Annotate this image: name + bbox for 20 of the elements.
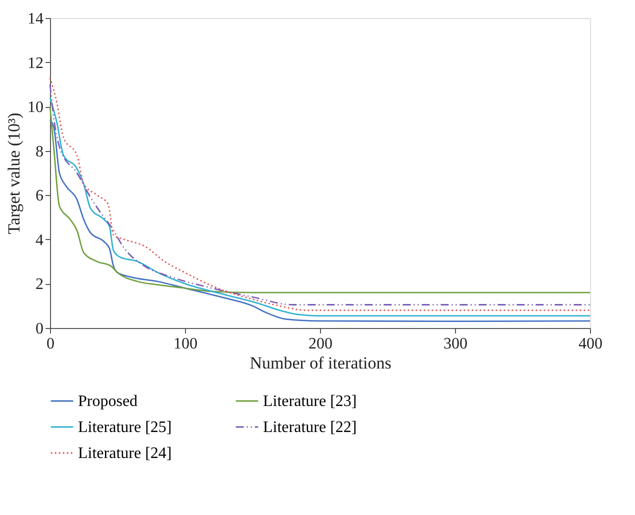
y-tick-label: 6 (36, 188, 44, 205)
y-tick-label: 8 (36, 143, 44, 160)
y-tick-label: 0 (36, 320, 44, 338)
x-tick-label: 100 (174, 336, 198, 352)
legend-label: Literature [25] (78, 419, 172, 436)
y-tick-label: 4 (36, 232, 44, 249)
legend-label: Literature [22] (263, 419, 357, 436)
x-tick-label: 400 (578, 336, 602, 352)
x-tick-label: 300 (444, 336, 468, 352)
legend-label: Literature [24] (78, 445, 172, 462)
y-tick-label: 14 (28, 10, 44, 28)
legend-label: Proposed (78, 393, 138, 410)
y-tick-label: 12 (28, 54, 44, 72)
y-axis-title: Target value (10³) (4, 112, 24, 234)
x-tick-label: 0 (46, 336, 54, 352)
x-axis-title: Number of iterations (250, 354, 392, 372)
y-tick-label: 10 (28, 99, 44, 116)
legend-label: Literature [23] (263, 393, 357, 410)
y-tick-label: 2 (36, 276, 44, 294)
x-tick-label: 200 (308, 336, 332, 352)
